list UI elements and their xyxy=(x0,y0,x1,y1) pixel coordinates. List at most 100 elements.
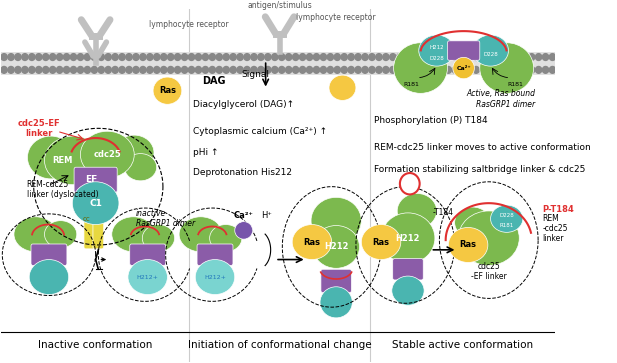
FancyBboxPatch shape xyxy=(321,269,352,293)
Text: Ras: Ras xyxy=(373,237,389,246)
Text: Deprotonation His212: Deprotonation His212 xyxy=(193,168,292,176)
Text: cc: cc xyxy=(83,216,91,222)
Circle shape xyxy=(390,54,396,60)
Circle shape xyxy=(508,54,514,60)
Circle shape xyxy=(459,54,465,60)
Ellipse shape xyxy=(473,35,508,66)
Circle shape xyxy=(452,66,458,73)
Ellipse shape xyxy=(112,217,155,252)
Circle shape xyxy=(508,66,514,73)
Circle shape xyxy=(147,54,153,60)
Circle shape xyxy=(77,66,83,73)
Circle shape xyxy=(251,54,257,60)
Circle shape xyxy=(459,66,465,73)
Circle shape xyxy=(521,54,528,60)
Ellipse shape xyxy=(125,154,157,181)
Circle shape xyxy=(348,54,354,60)
Circle shape xyxy=(400,173,420,195)
Ellipse shape xyxy=(115,135,154,170)
FancyBboxPatch shape xyxy=(447,41,480,60)
Circle shape xyxy=(348,66,354,73)
Circle shape xyxy=(230,66,236,73)
Text: REM
-cdc25
linker: REM -cdc25 linker xyxy=(542,213,568,243)
Circle shape xyxy=(1,66,7,73)
Circle shape xyxy=(431,66,437,73)
Circle shape xyxy=(160,66,167,73)
Circle shape xyxy=(168,66,174,73)
Circle shape xyxy=(98,54,104,60)
Circle shape xyxy=(168,54,174,60)
Text: Inactive conformation: Inactive conformation xyxy=(38,340,152,350)
Circle shape xyxy=(515,66,521,73)
Circle shape xyxy=(473,54,479,60)
Ellipse shape xyxy=(394,43,447,93)
Circle shape xyxy=(445,66,452,73)
Text: cdc25
-EF linker: cdc25 -EF linker xyxy=(471,261,507,281)
Circle shape xyxy=(424,66,431,73)
Text: Ras: Ras xyxy=(304,237,320,246)
Circle shape xyxy=(112,66,118,73)
Circle shape xyxy=(279,54,285,60)
Circle shape xyxy=(91,54,97,60)
Ellipse shape xyxy=(128,260,167,294)
Text: Cytoplasmic calcium (Ca²⁺) ↑: Cytoplasmic calcium (Ca²⁺) ↑ xyxy=(193,127,327,136)
Circle shape xyxy=(397,54,403,60)
Circle shape xyxy=(355,54,362,60)
Text: Active, Ras bound
RasGRP1 dimer: Active, Ras bound RasGRP1 dimer xyxy=(466,89,536,109)
Circle shape xyxy=(431,54,437,60)
Circle shape xyxy=(438,66,445,73)
Circle shape xyxy=(487,54,493,60)
Text: REM-cdc25 linker moves to active conformation: REM-cdc25 linker moves to active conform… xyxy=(374,143,591,152)
Circle shape xyxy=(383,54,389,60)
Ellipse shape xyxy=(381,213,435,264)
FancyBboxPatch shape xyxy=(74,167,117,192)
Circle shape xyxy=(542,54,549,60)
Circle shape xyxy=(98,66,104,73)
Circle shape xyxy=(57,66,63,73)
Circle shape xyxy=(271,54,278,60)
Circle shape xyxy=(237,54,243,60)
Circle shape xyxy=(258,66,264,73)
Circle shape xyxy=(126,54,132,60)
Circle shape xyxy=(119,66,125,73)
Circle shape xyxy=(410,54,417,60)
Circle shape xyxy=(313,54,320,60)
Circle shape xyxy=(223,66,230,73)
Circle shape xyxy=(181,66,188,73)
Circle shape xyxy=(126,66,132,73)
Circle shape xyxy=(397,66,403,73)
Circle shape xyxy=(196,54,202,60)
Circle shape xyxy=(271,66,278,73)
Circle shape xyxy=(188,66,194,73)
Text: P: P xyxy=(406,179,413,189)
FancyBboxPatch shape xyxy=(130,244,165,265)
Circle shape xyxy=(494,54,500,60)
Text: Ras: Ras xyxy=(460,240,476,249)
Circle shape xyxy=(487,66,493,73)
Ellipse shape xyxy=(153,77,182,104)
FancyBboxPatch shape xyxy=(93,216,104,249)
Circle shape xyxy=(369,66,375,73)
Circle shape xyxy=(105,54,111,60)
Circle shape xyxy=(362,54,368,60)
Circle shape xyxy=(549,66,556,73)
Text: R181: R181 xyxy=(500,223,514,228)
Circle shape xyxy=(529,54,535,60)
Circle shape xyxy=(36,66,42,73)
Circle shape xyxy=(424,54,431,60)
Circle shape xyxy=(70,66,77,73)
Circle shape xyxy=(237,66,243,73)
Circle shape xyxy=(286,66,292,73)
Text: Ca²⁺: Ca²⁺ xyxy=(457,66,471,70)
Circle shape xyxy=(154,66,160,73)
Ellipse shape xyxy=(234,222,253,239)
Circle shape xyxy=(258,54,264,60)
Circle shape xyxy=(334,66,341,73)
Ellipse shape xyxy=(320,287,352,318)
Circle shape xyxy=(1,54,7,60)
Circle shape xyxy=(216,54,222,60)
Circle shape xyxy=(85,66,91,73)
Ellipse shape xyxy=(143,225,175,252)
Circle shape xyxy=(140,54,146,60)
FancyBboxPatch shape xyxy=(197,244,233,265)
